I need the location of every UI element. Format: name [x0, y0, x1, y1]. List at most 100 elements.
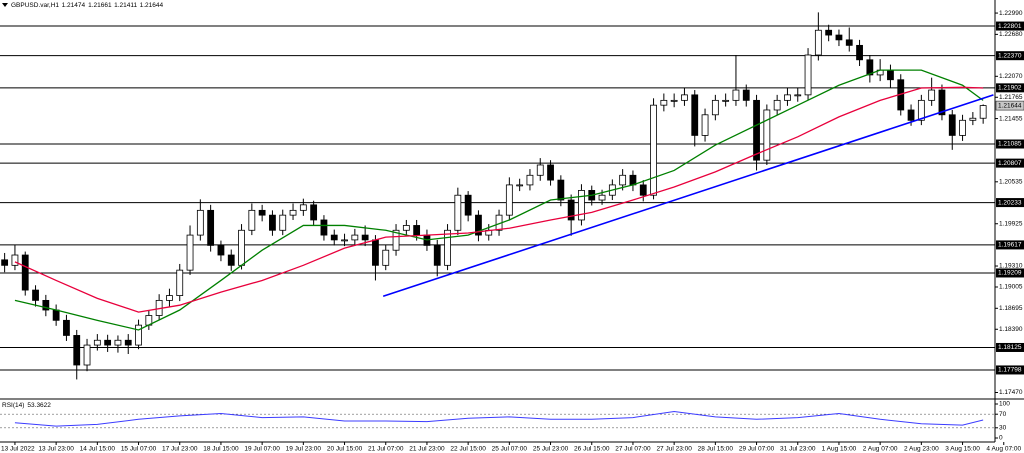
level-label-box	[996, 158, 1024, 168]
candle-body	[598, 194, 606, 201]
candle-body	[969, 117, 977, 121]
candle-body	[928, 89, 936, 101]
level-label-box	[996, 268, 1024, 278]
level-label: 1.21902	[998, 85, 1022, 92]
candle-body	[650, 104, 657, 196]
candle-body	[227, 254, 235, 266]
candle-body	[557, 179, 565, 201]
candle-body	[248, 209, 256, 231]
current-price-box	[995, 100, 1024, 111]
candle-body	[258, 209, 266, 216]
candle-body	[361, 234, 369, 241]
rsi-label: RSI(14)	[2, 402, 24, 409]
x-tick-label: 13 Jul 23:00	[38, 446, 74, 453]
rsi-line	[14, 410, 984, 427]
rsi-tick-label: 100	[999, 401, 1010, 408]
candle-body	[619, 174, 627, 186]
candle-body	[310, 204, 318, 221]
y-tick-label: 1.19005	[999, 284, 1023, 291]
candle-body	[217, 244, 225, 256]
header-low: 1.21411	[114, 2, 137, 9]
candle-body	[856, 44, 863, 61]
candle-body	[794, 94, 802, 97]
candle-body	[629, 174, 637, 186]
candle-body	[73, 335, 81, 366]
x-tick-label: 28 Jul 15:00	[698, 446, 734, 453]
rsi-value: 53.3622	[27, 402, 51, 409]
candle-body	[186, 234, 194, 271]
candle-body	[433, 244, 441, 266]
level-label: 1.17798	[998, 367, 1022, 374]
candle-body	[691, 94, 699, 136]
candle-body	[32, 289, 39, 301]
candle-body	[948, 114, 956, 136]
rsi-tick-label: 30	[999, 425, 1007, 432]
candle-body	[959, 119, 966, 136]
candle-body	[1, 259, 9, 266]
candle-body	[135, 324, 142, 346]
y-tick-label: 1.22990	[999, 10, 1023, 17]
candle-body	[166, 295, 173, 301]
candle-body	[742, 89, 750, 101]
x-tick-label: 20 Jul 15:00	[327, 446, 363, 453]
symbol-icon	[2, 3, 8, 7]
candle-body	[176, 269, 184, 296]
candle-body	[681, 94, 688, 101]
header-high: 1.21661	[88, 2, 112, 9]
y-tick-label: 1.18390	[999, 326, 1023, 333]
trendline	[382, 94, 994, 298]
x-tick-label: 2 Aug 07:00	[863, 446, 898, 453]
candle-body	[505, 184, 513, 216]
x-tick-label: 25 Jul 07:00	[492, 446, 528, 453]
x-tick-label: 14 Jul 15:00	[80, 446, 116, 453]
rsi-panel: 100 70 30 0	[0, 401, 1010, 442]
candle-body	[402, 225, 410, 231]
candle-body	[196, 209, 204, 236]
level-label: 1.21085	[998, 141, 1022, 148]
x-tick-label: 22 Jul 15:00	[450, 446, 486, 453]
header-close: 1.21644	[140, 2, 164, 9]
level-label: 1.22370	[998, 52, 1022, 59]
candle-body	[351, 234, 359, 241]
candle-body	[93, 339, 101, 346]
rsi-header: RSI(14) 53.3622	[2, 402, 51, 409]
candle-body	[660, 99, 668, 106]
candle-body	[464, 194, 472, 216]
candle-body	[722, 99, 730, 102]
candle-body	[578, 190, 585, 221]
x-tick-label: 19 Jul 23:00	[286, 446, 322, 453]
candle-body	[567, 199, 575, 221]
candle-body	[330, 234, 338, 241]
x-tick-label: 1 Aug 15:00	[822, 446, 857, 453]
x-tick-label: 21 Jul 23:00	[409, 446, 445, 453]
candle-body	[536, 164, 544, 176]
x-tick-label: 17 Jul 23:00	[162, 446, 198, 453]
x-tick-label: 18 Jul 15:00	[203, 446, 239, 453]
level-label-box	[996, 198, 1024, 208]
candle-body	[104, 339, 112, 346]
candle-body	[670, 99, 678, 102]
candle-body	[392, 229, 400, 251]
x-tick-label: 31 Jul 23:00	[780, 446, 816, 453]
candle-body	[804, 54, 812, 96]
candle-body	[299, 204, 307, 211]
candle-body	[289, 209, 297, 216]
candle-body	[639, 184, 647, 196]
candle-body	[320, 219, 328, 236]
x-tick-label: 19 Jul 07:00	[244, 446, 280, 453]
candle-body	[917, 99, 925, 121]
candle-body	[83, 344, 91, 366]
level-label-box	[996, 83, 1024, 93]
candle-body	[547, 164, 554, 181]
candle-body	[784, 94, 791, 101]
x-tick-label: 21 Jul 07:00	[368, 446, 404, 453]
chart-header: GBPUSD.var,H1 1.21474 1.21661 1.21411 1.2164…	[11, 2, 163, 9]
level-label: 1.22801	[998, 23, 1022, 30]
x-tick-label: 26 Jul 15:00	[574, 446, 610, 453]
level-label-box	[996, 51, 1024, 61]
candle-body	[845, 39, 853, 46]
rsi-tick-label: 70	[999, 411, 1007, 418]
candle-body	[763, 109, 771, 161]
